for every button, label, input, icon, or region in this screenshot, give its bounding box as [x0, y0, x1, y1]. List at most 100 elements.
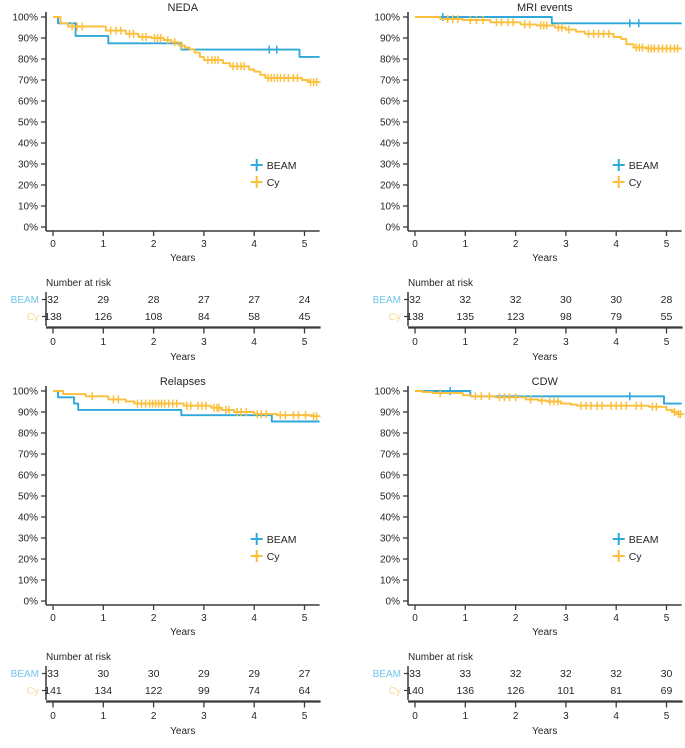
risk-value: 27 [248, 294, 260, 306]
risk-x-axis-label: Years [170, 352, 195, 363]
risk-value: 134 [95, 685, 113, 697]
y-tick-label: 40% [18, 513, 38, 524]
x-tick-label: 5 [302, 239, 308, 250]
x-tick-label: 1 [463, 613, 469, 624]
risk-value: 141 [44, 685, 62, 697]
risk-value: 79 [610, 311, 622, 323]
y-tick-label: 10% [380, 576, 400, 587]
risk-value: 30 [97, 668, 109, 680]
y-tick-label: 100% [374, 387, 400, 398]
x-tick-label: 0 [50, 239, 56, 250]
risk-row-label-cy: Cy [27, 686, 39, 697]
legend-label-cy: Cy [629, 551, 643, 563]
risk-value: 98 [560, 311, 572, 323]
y-tick-label: 80% [18, 429, 38, 440]
x-tick-label: 3 [201, 239, 207, 250]
legend-marker-cy [250, 550, 263, 563]
risk-value: 32 [459, 294, 471, 306]
risk-x-tick-label: 2 [513, 711, 519, 722]
km-panel-mri-events: MRI events 0% 10% 20% 30% 40% 50% 60% 70% 80% 90% 1… [373, 2, 683, 363]
beam-curve [53, 16, 320, 58]
risk-x-tick-label: 0 [50, 711, 56, 722]
x-tick-label: 0 [412, 239, 418, 250]
legend-marker-beam [612, 533, 625, 546]
risk-row-label-beam: BEAM [11, 295, 39, 306]
x-tick-label: 5 [664, 613, 670, 624]
y-tick-label: 50% [18, 492, 38, 503]
legend-label-cy: Cy [267, 551, 281, 563]
x-tick-label: 2 [151, 239, 157, 250]
risk-x-tick-label: 1 [463, 711, 469, 722]
risk-x-tick-label: 0 [412, 337, 418, 348]
y-tick-label: 10% [18, 576, 38, 587]
km-panel-relapses: Relapses0%10%20%30%40%50%60%70%80%90%100… [11, 376, 321, 737]
risk-x-tick-label: 4 [251, 711, 257, 722]
risk-value: 30 [148, 668, 160, 680]
y-tick-label: 100% [374, 13, 400, 24]
legend-label-beam: BEAM [629, 160, 659, 172]
risk-value: 28 [148, 294, 160, 306]
x-tick-label: 1 [463, 239, 469, 250]
panel-title-neda: NEDA [168, 2, 199, 14]
risk-row-label-cy: Cy [27, 312, 39, 323]
y-tick-label: 0% [24, 223, 39, 234]
y-tick-label: 60% [18, 97, 38, 108]
y-tick-label: 70% [18, 450, 38, 461]
y-tick-label: 70% [18, 76, 38, 87]
risk-value: 64 [299, 685, 311, 697]
risk-row-label-beam: BEAM [373, 295, 401, 306]
risk-value: 138 [44, 311, 62, 323]
risk-value: 101 [557, 685, 575, 697]
risk-value: 24 [299, 294, 311, 306]
y-tick-label: 70% [380, 76, 400, 87]
beam-curve [415, 390, 682, 405]
panel-mri-events: MRI events 0% 10% 20% 30% 40% 50% 60% 70% 80% 90% 1… [342, 0, 685, 374]
panel-relapses: Relapses 0% 10% 20% 30% 40% 50% 60% 70% 80% 90% 100… [0, 374, 342, 748]
legend-label-beam: BEAM [267, 534, 297, 546]
risk-value: 27 [299, 668, 311, 680]
x-tick-label: 5 [302, 613, 308, 624]
risk-row-label-cy: Cy [389, 312, 401, 323]
risk-x-tick-label: 4 [251, 337, 257, 348]
x-axis-label: Years [532, 253, 557, 264]
legend-marker-beam [612, 159, 625, 172]
risk-row-label-beam: BEAM [11, 669, 39, 680]
x-tick-label: 5 [664, 239, 670, 250]
risk-value: 32 [610, 668, 622, 680]
risk-value: 126 [95, 311, 113, 323]
risk-value: 28 [661, 294, 673, 306]
y-tick-label: 30% [380, 534, 400, 545]
risk-value: 29 [198, 668, 210, 680]
risk-x-axis-label: Years [532, 726, 557, 737]
y-tick-label: 60% [18, 471, 38, 482]
legend-marker-beam [250, 533, 263, 546]
risk-row-label-cy: Cy [389, 686, 401, 697]
risk-value: 138 [406, 311, 424, 323]
risk-row-label-beam: BEAM [373, 669, 401, 680]
risk-value: 30 [560, 294, 572, 306]
risk-x-tick-label: 5 [664, 711, 670, 722]
y-tick-label: 90% [18, 34, 38, 45]
y-tick-label: 30% [380, 160, 400, 171]
x-tick-label: 0 [412, 613, 418, 624]
risk-x-tick-label: 1 [463, 337, 469, 348]
panel-title-mri-events: MRI events [517, 2, 573, 14]
risk-header: Number at risk [46, 278, 112, 289]
risk-value: 32 [409, 294, 421, 306]
risk-value: 45 [299, 311, 311, 323]
y-tick-label: 10% [380, 202, 400, 213]
x-tick-label: 0 [50, 613, 56, 624]
y-tick-label: 90% [380, 34, 400, 45]
y-tick-label: 20% [380, 555, 400, 566]
risk-value: 58 [248, 311, 260, 323]
beam-censor-marks [446, 387, 634, 401]
y-tick-label: 100% [12, 13, 38, 24]
risk-x-tick-label: 3 [201, 337, 207, 348]
panel-title-relapses: Relapses [160, 376, 206, 388]
x-tick-label: 3 [563, 239, 569, 250]
y-tick-label: 40% [380, 139, 400, 150]
y-tick-label: 30% [18, 160, 38, 171]
beam-censor-marks [265, 45, 281, 54]
risk-value: 99 [198, 685, 210, 697]
